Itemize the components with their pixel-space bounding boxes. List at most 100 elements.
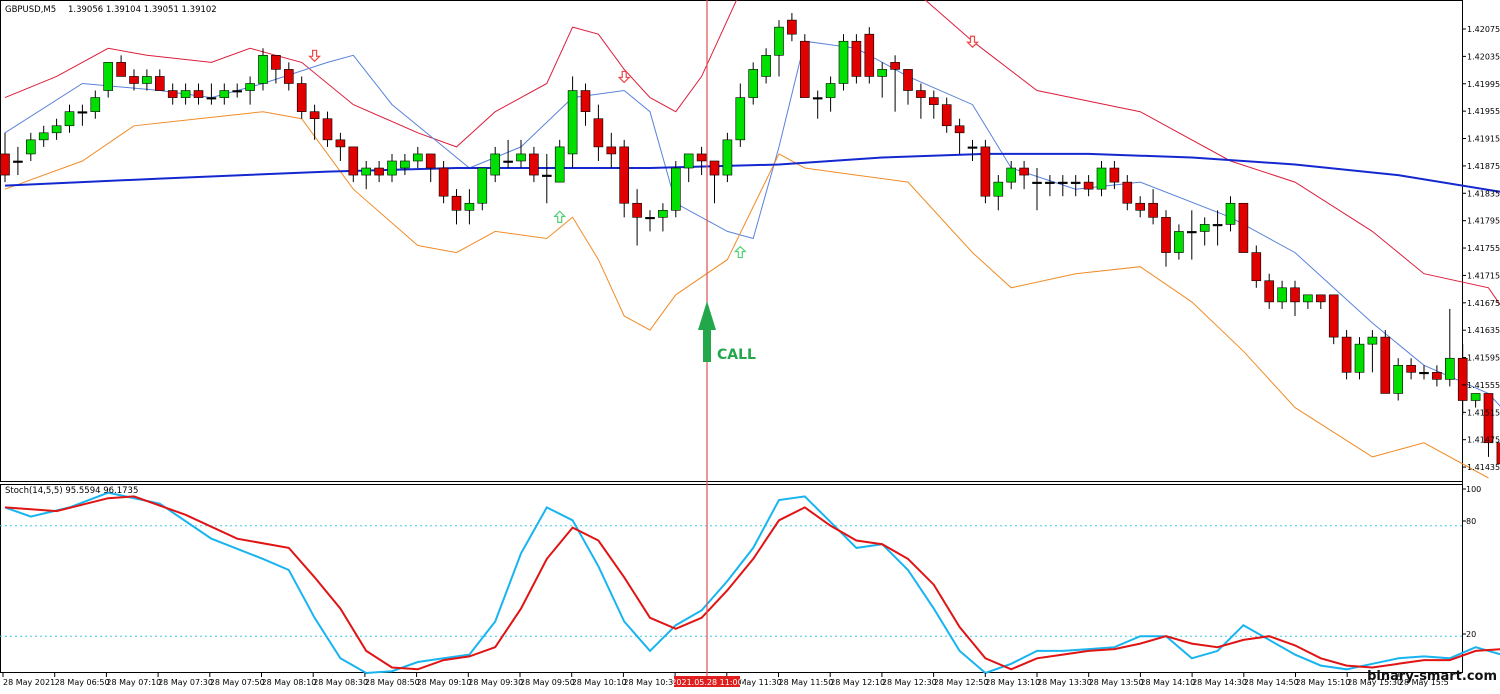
- candle: [438, 160, 449, 204]
- price-tick-label: 1.42035: [1467, 52, 1500, 61]
- candle: [1109, 160, 1120, 190]
- price-tick-label: 1.41515: [1467, 408, 1500, 417]
- time-tick-label: 28 May 09:30: [468, 678, 523, 687]
- candle: [258, 48, 268, 91]
- candle: [1354, 337, 1365, 380]
- current-time-label: 2021.05.28 11:00: [671, 678, 742, 687]
- candle: [1393, 358, 1403, 401]
- candle: [1006, 160, 1017, 190]
- candle: [890, 55, 900, 112]
- candle: [296, 76, 307, 119]
- candle: [77, 104, 88, 126]
- stoch-main-line: [4, 491, 1500, 675]
- candle: [812, 90, 823, 119]
- time-tick-label: 28 May 11:30: [727, 678, 782, 687]
- candle: [1161, 210, 1171, 267]
- price-tick-label: 1.41835: [1467, 189, 1500, 198]
- time-tick-label: 28 May 07:30: [158, 678, 213, 687]
- candle: [1316, 294, 1326, 309]
- candle: [348, 146, 359, 183]
- arrow-up-icon: [553, 210, 567, 223]
- time-tick-label: 28 May 10:30: [623, 678, 678, 687]
- time-tick-label: 28 May 15:5: [1399, 678, 1449, 687]
- candle: [400, 153, 410, 176]
- time-tick-label: 28 May 14:10: [1140, 678, 1195, 687]
- time-tick-label: 28 May 12:10: [830, 678, 885, 687]
- candle: [193, 83, 204, 105]
- candle: [477, 167, 488, 211]
- candle: [993, 175, 1004, 211]
- time-tick-label: 28 May 13:30: [1037, 678, 1092, 687]
- candle: [541, 153, 552, 204]
- candle: [1419, 365, 1429, 380]
- candle: [1290, 280, 1300, 316]
- candle: [1367, 330, 1378, 373]
- candle: [903, 69, 913, 105]
- arrow-down-icon: [966, 35, 979, 49]
- candle: [838, 34, 849, 91]
- price-tick-label: 1.41675: [1467, 299, 1500, 308]
- candle: [180, 83, 191, 105]
- candle: [283, 62, 294, 91]
- price-tick-label: 1.41755: [1467, 244, 1500, 253]
- time-tick-label: 28 May 09:10: [417, 678, 472, 687]
- time-tick-label: 28 May 09:50: [520, 678, 575, 687]
- time-tick-label: 28 May 15:30: [1347, 678, 1402, 687]
- candle: [670, 160, 681, 218]
- stoch-header-label: Stoch(14,5,5) 95.5594 96.1735: [5, 486, 138, 496]
- candle: [1483, 393, 1494, 457]
- candle: [1251, 245, 1262, 288]
- candle: [554, 139, 565, 183]
- candle: [1406, 358, 1416, 380]
- time-tick-label: 28 May 08:30: [313, 678, 368, 687]
- candle: [928, 90, 939, 119]
- candle: [219, 83, 230, 105]
- call-signal-label: CALL: [717, 347, 756, 363]
- candle: [387, 153, 397, 183]
- candle: [38, 125, 49, 147]
- candle: [1174, 224, 1184, 260]
- arrow-down-icon: [308, 49, 322, 63]
- time-tick-label: 28 May 12:50: [934, 678, 989, 687]
- candle: [1070, 175, 1081, 197]
- candle: [1303, 294, 1313, 309]
- main-panel-frame: [0, 0, 1463, 482]
- symbol-label: GBPUSD,M5: [5, 5, 56, 15]
- time-tick-label: 28 May 13:10: [985, 678, 1040, 687]
- candle: [155, 69, 165, 91]
- candle: [799, 34, 810, 98]
- candle: [1045, 175, 1055, 197]
- candle: [1083, 175, 1094, 197]
- candle: [722, 132, 733, 183]
- candle: [1380, 330, 1391, 394]
- candle: [464, 189, 475, 225]
- candle: [1432, 365, 1442, 387]
- candle: [980, 139, 991, 204]
- candle: [1341, 330, 1352, 380]
- price-tick-label: 1.41795: [1467, 217, 1500, 226]
- candle: [309, 104, 320, 140]
- candle: [1277, 280, 1287, 309]
- candle: [761, 48, 771, 84]
- time-tick-label: 28 May 08:10: [262, 678, 317, 687]
- candle: [412, 146, 423, 169]
- candle: [90, 90, 101, 119]
- candle: [580, 83, 591, 126]
- candle: [129, 69, 139, 91]
- candle: [1496, 442, 1500, 465]
- candle: [1264, 273, 1274, 309]
- price-tick-label: 1.41875: [1467, 162, 1500, 171]
- candle: [606, 132, 617, 169]
- candle: [1096, 160, 1107, 197]
- candle: [1445, 308, 1455, 387]
- candle: [593, 104, 604, 161]
- stoch-signal-line: [4, 495, 1500, 671]
- candle: [322, 111, 333, 147]
- candle: [567, 76, 578, 169]
- time-tick-label: 28 May 14:30: [1192, 678, 1247, 687]
- time-tick-label: 28 May 10:10: [572, 678, 627, 687]
- time-tick-label: 28 May 08:50: [365, 678, 420, 687]
- candle: [232, 83, 242, 98]
- candle: [825, 76, 836, 112]
